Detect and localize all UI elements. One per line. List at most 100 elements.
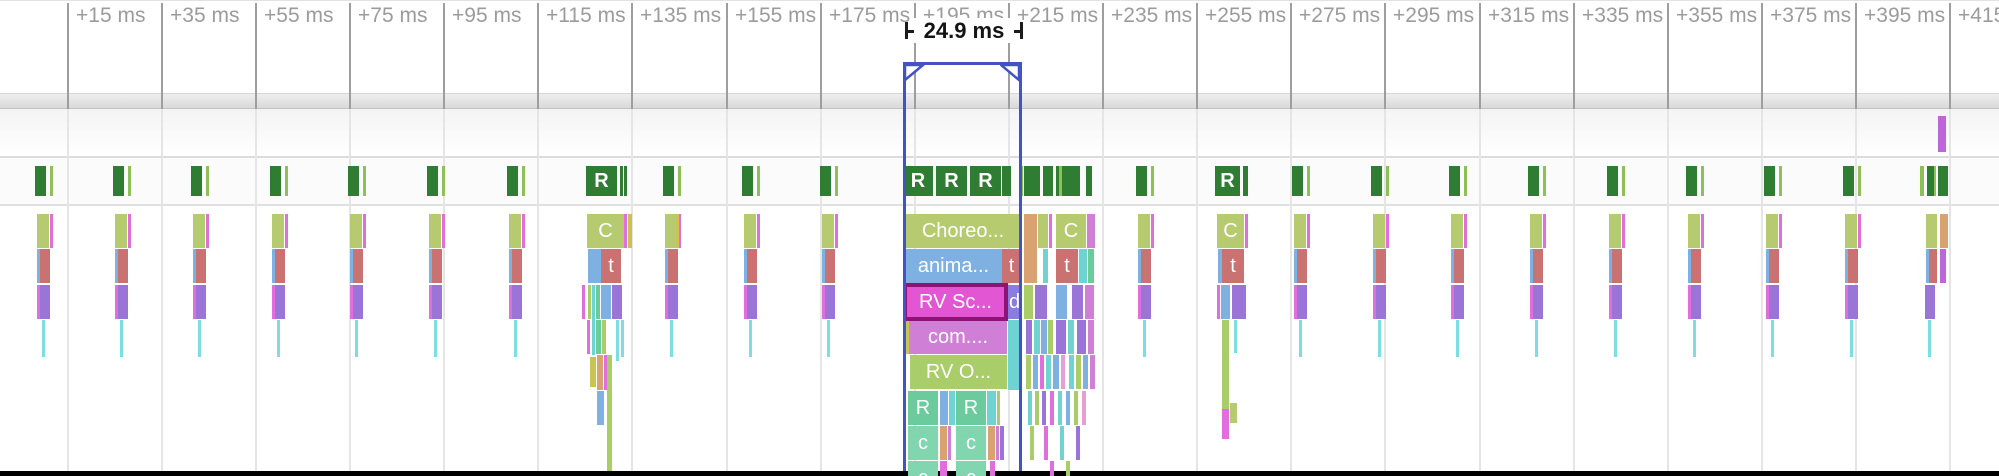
flame-bar[interactable]	[205, 214, 209, 248]
frame-activity-bar[interactable]	[1701, 166, 1704, 196]
flame-bar[interactable]	[1306, 214, 1310, 248]
frame-activity-bar[interactable]	[522, 166, 525, 196]
flame-bar[interactable]	[1050, 391, 1054, 425]
flame-bar[interactable]	[747, 249, 757, 283]
flame-bar[interactable]	[432, 285, 442, 319]
flame-bar[interactable]	[127, 214, 131, 248]
flame-bar[interactable]	[272, 214, 284, 248]
flame-bar[interactable]	[1688, 285, 1691, 319]
flame-bar[interactable]	[665, 285, 668, 319]
frame-activity-bar[interactable]	[1843, 166, 1854, 196]
flame-bar[interactable]	[196, 249, 206, 283]
flame-bar[interactable]	[1222, 409, 1229, 439]
flame-bar[interactable]	[822, 214, 834, 248]
flame-bar[interactable]	[1038, 214, 1048, 248]
flame-bar[interactable]	[588, 285, 591, 319]
frame-activity-bar[interactable]	[1151, 166, 1154, 196]
flame-bar[interactable]	[1373, 214, 1385, 248]
selection-left-edge[interactable]	[903, 62, 906, 471]
frame-activity-bar[interactable]	[1449, 166, 1460, 196]
flame-bar[interactable]	[1044, 426, 1048, 460]
flame-bar[interactable]	[1385, 214, 1389, 248]
flame-bar[interactable]	[1069, 355, 1074, 389]
flame-bar[interactable]	[1378, 320, 1381, 357]
flame-bar[interactable]	[1857, 214, 1861, 248]
flame-bar[interactable]	[1928, 320, 1931, 357]
flame-bar[interactable]	[1138, 285, 1141, 319]
flame-bar[interactable]	[275, 285, 285, 319]
flame-bar[interactable]	[429, 214, 441, 248]
flame-bar[interactable]	[1143, 320, 1146, 357]
flame-bar[interactable]	[1053, 355, 1059, 389]
flame-bar[interactable]	[1042, 391, 1046, 425]
flame-bar[interactable]	[1090, 355, 1095, 389]
frame-activity-bar[interactable]	[1543, 166, 1546, 196]
flame-bar[interactable]	[1609, 249, 1612, 283]
flame-bar[interactable]	[996, 426, 999, 460]
frame-activity-bar[interactable]	[363, 166, 366, 196]
flame-bar-c[interactable]: C	[1217, 214, 1244, 248]
frame-marker[interactable]: R	[936, 166, 967, 196]
flame-bar[interactable]	[1026, 355, 1031, 389]
flame-bar[interactable]	[597, 355, 603, 390]
flame-bar[interactable]	[1845, 214, 1857, 248]
flame-bar[interactable]	[1058, 391, 1062, 425]
flame-bar-c[interactable]: c	[908, 426, 938, 460]
flame-bar[interactable]	[512, 285, 522, 319]
flame-bar[interactable]	[1085, 285, 1094, 319]
flame-bar[interactable]	[350, 285, 353, 319]
flame-bar[interactable]	[1621, 214, 1625, 248]
flame-bar[interactable]	[1221, 285, 1230, 319]
flame-bar[interactable]	[1138, 214, 1150, 248]
flame-bar[interactable]	[118, 249, 128, 283]
flame-bar[interactable]	[115, 285, 118, 319]
flame-bar[interactable]	[1940, 249, 1946, 283]
flame-bar[interactable]	[822, 285, 825, 319]
frame-activity-bar[interactable]	[663, 166, 674, 196]
flame-bar[interactable]	[1766, 249, 1769, 283]
flame-bar[interactable]	[1041, 320, 1047, 354]
flame-bar[interactable]	[284, 214, 288, 248]
flame-bar[interactable]	[350, 249, 353, 283]
flame-bar[interactable]	[825, 285, 835, 319]
flame-bar[interactable]	[1076, 426, 1080, 460]
flame-bar[interactable]	[747, 285, 757, 319]
flame-bar[interactable]	[115, 214, 127, 248]
flame-bar[interactable]	[1609, 285, 1612, 319]
flame-bar[interactable]	[1926, 214, 1937, 248]
flame-bar[interactable]	[1850, 320, 1853, 357]
frame-activity-bar[interactable]	[1056, 166, 1059, 196]
flame-bar[interactable]	[362, 214, 366, 248]
flame-bar[interactable]	[49, 214, 53, 248]
frame-activity-bar[interactable]	[1464, 166, 1467, 196]
flame-bar[interactable]	[1693, 320, 1696, 357]
flame-bar[interactable]	[1769, 285, 1779, 319]
flame-bar[interactable]	[429, 249, 432, 283]
flame-bar[interactable]	[1530, 285, 1533, 319]
flame-bar[interactable]	[1691, 249, 1701, 283]
flame-bar[interactable]	[193, 285, 196, 319]
flame-bar[interactable]	[1451, 214, 1463, 248]
flame-bar-t[interactable]: t	[601, 249, 621, 283]
flame-bar[interactable]	[582, 285, 585, 319]
flame-bar[interactable]	[1533, 285, 1543, 319]
frame-activity-bar[interactable]	[285, 166, 288, 196]
selection-right-edge[interactable]	[1019, 62, 1022, 471]
flame-bar[interactable]	[834, 214, 838, 248]
flame-bar[interactable]	[1079, 249, 1087, 283]
frame-activity-bar[interactable]	[427, 166, 438, 196]
flame-bar[interactable]	[1609, 214, 1621, 248]
flame-bar[interactable]	[1056, 320, 1066, 354]
flame-bar[interactable]	[601, 285, 611, 319]
frame-activity-bar[interactable]	[1686, 166, 1697, 196]
flame-bar[interactable]	[1141, 249, 1151, 283]
flame-bar[interactable]	[1929, 249, 1937, 283]
flame-bar[interactable]	[949, 391, 955, 425]
flame-bar[interactable]	[744, 285, 747, 319]
frame-activity-bar[interactable]	[35, 166, 46, 196]
flame-bar[interactable]	[1245, 214, 1248, 248]
frame-activity-bar[interactable]	[442, 166, 445, 196]
flame-bar[interactable]	[37, 214, 49, 248]
frame-activity-bar[interactable]	[1764, 166, 1775, 196]
flame-bar-anima[interactable]: anima...	[905, 249, 1002, 283]
